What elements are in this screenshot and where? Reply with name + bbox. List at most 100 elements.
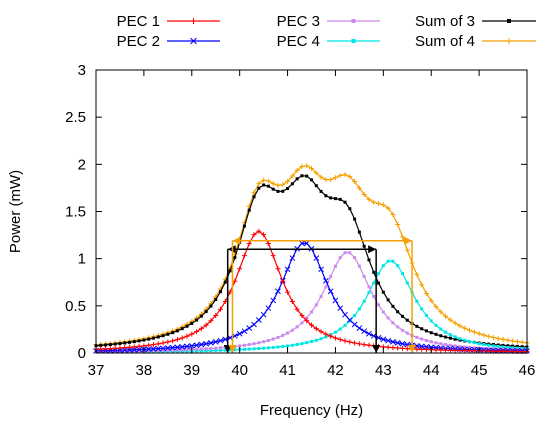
data-point [448,343,452,347]
data-point [429,340,433,344]
data-point [481,332,487,338]
data-point [366,196,372,202]
data-point [333,264,337,268]
data-point [122,345,128,351]
data-point [204,347,208,351]
data-point [433,304,439,310]
data-point [241,328,248,335]
data-point [314,303,318,307]
data-point [467,327,473,333]
data-point [161,348,165,352]
data-point [285,289,291,295]
data-point [190,37,197,45]
data-point [443,347,449,353]
data-point [128,340,132,344]
data-point [324,285,328,289]
data-point [511,344,515,348]
data-point [155,341,161,347]
data-point [266,346,270,350]
data-point [242,224,246,228]
data-point [204,310,208,314]
data-point [400,314,404,318]
data-point [415,335,419,339]
data-point [126,347,133,353]
data-point [195,318,199,322]
data-point [185,348,189,352]
data-point [146,342,152,348]
data-point [213,313,219,319]
legend-item: Sum of 3 [415,13,536,30]
data-point [132,340,136,344]
data-point [275,288,281,295]
y-tick-label: 1.5 [65,204,86,221]
data-point [242,347,246,351]
data-point [280,182,286,188]
arrow-head [404,236,413,245]
data-point [423,347,429,353]
data-point [424,313,428,317]
data-point [342,172,348,178]
data-point [342,311,348,318]
data-point [381,264,385,268]
data-point [395,345,401,351]
data-point [361,328,368,335]
data-point [353,217,357,221]
data-point [161,334,165,338]
data-point [444,330,448,334]
data-point [347,174,353,180]
data-point [318,174,324,180]
data-point [276,345,280,349]
arrow-head [228,345,237,353]
data-point [237,266,243,272]
data-point [257,341,261,345]
data-point [262,183,266,187]
data-point [443,313,449,319]
data-point [252,342,256,346]
data-point [313,255,320,261]
y-tick-label: 2 [78,156,86,173]
data-point [214,346,218,350]
data-point [324,335,328,339]
data-point [228,269,232,273]
data-point [511,346,515,350]
data-point [319,295,323,299]
data-point [467,348,473,354]
data-point [429,331,433,335]
legend-item: PEC 3 [277,13,380,30]
data-point [265,240,271,246]
data-point [439,334,443,338]
data-point [419,346,425,352]
data-point [300,342,304,346]
data-point [438,309,444,315]
data-point [147,349,151,353]
y-axis-title: Power (mW) [7,170,24,253]
data-point [190,18,197,24]
data-point [284,266,291,273]
data-point [501,345,505,349]
data-point [362,299,366,303]
data-point [452,347,458,353]
data-point [286,344,290,348]
data-point [194,329,200,335]
data-point [142,338,146,342]
data-point [150,342,156,348]
data-point [520,347,524,351]
x-tick-label: 44 [423,362,440,379]
data-point [123,341,127,345]
data-point [353,256,357,260]
data-point [289,173,295,179]
series-line [95,165,528,346]
data-point [175,329,179,333]
data-point [260,311,267,318]
y-tick-label: 1 [78,251,86,268]
data-point [332,297,339,304]
data-point [367,290,371,294]
data-point [195,347,199,351]
data-point [265,178,271,184]
data-point [348,251,352,255]
data-point [357,264,361,268]
data-point [491,344,495,348]
data-point [299,240,305,247]
data-point [514,339,520,345]
data-point [424,329,428,333]
